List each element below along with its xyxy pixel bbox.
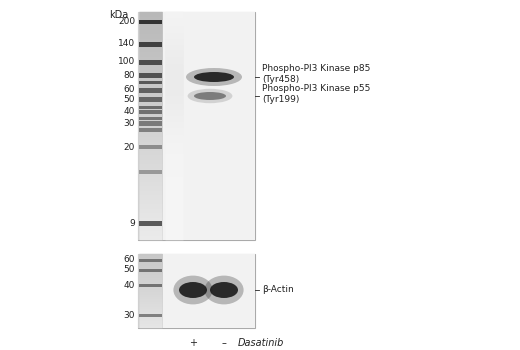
Text: 30: 30: [124, 310, 135, 320]
Bar: [163, 254, 255, 328]
Bar: [139, 120, 162, 126]
Ellipse shape: [186, 68, 242, 86]
Text: 140: 140: [118, 40, 135, 49]
Text: +: +: [189, 338, 197, 348]
Ellipse shape: [210, 282, 238, 298]
Ellipse shape: [194, 92, 226, 100]
Bar: [139, 105, 162, 108]
Bar: [139, 97, 162, 102]
Bar: [139, 170, 162, 174]
Text: Dasatinib: Dasatinib: [238, 338, 284, 348]
Text: β-Actin: β-Actin: [262, 286, 294, 294]
Bar: [139, 72, 162, 77]
Text: 20: 20: [124, 142, 135, 152]
Bar: [139, 220, 162, 225]
Ellipse shape: [173, 275, 213, 304]
Text: 100: 100: [118, 57, 135, 66]
Bar: [138, 12, 163, 240]
Bar: [163, 12, 255, 240]
Text: 40: 40: [124, 280, 135, 289]
Text: 80: 80: [124, 70, 135, 79]
Text: 60: 60: [124, 256, 135, 265]
Text: 50: 50: [124, 266, 135, 274]
Bar: [139, 110, 162, 114]
Bar: [139, 284, 162, 287]
Bar: [139, 268, 162, 272]
Text: 50: 50: [124, 94, 135, 104]
Bar: [138, 254, 255, 328]
Bar: [139, 60, 162, 64]
Ellipse shape: [204, 275, 243, 304]
Text: 40: 40: [124, 107, 135, 117]
Text: 200: 200: [118, 18, 135, 27]
Bar: [139, 42, 162, 47]
Text: –: –: [222, 338, 226, 348]
Bar: [138, 254, 163, 328]
Ellipse shape: [188, 89, 232, 103]
Bar: [138, 12, 255, 240]
Text: 60: 60: [124, 85, 135, 94]
Bar: [139, 145, 162, 149]
Bar: [139, 88, 162, 92]
Text: Phospho-PI3 Kinase p85
(Tyr458): Phospho-PI3 Kinase p85 (Tyr458): [262, 64, 370, 84]
Bar: [139, 20, 162, 24]
Bar: [139, 80, 162, 84]
Text: Phospho-PI3 Kinase p55
(Tyr199): Phospho-PI3 Kinase p55 (Tyr199): [262, 84, 370, 104]
Bar: [139, 128, 162, 132]
Bar: [139, 259, 162, 261]
Bar: [139, 117, 162, 119]
Bar: [139, 314, 162, 316]
Text: 9: 9: [129, 218, 135, 228]
Ellipse shape: [194, 72, 234, 82]
Text: kDa: kDa: [109, 10, 128, 20]
Text: 30: 30: [124, 119, 135, 127]
Ellipse shape: [179, 282, 207, 298]
